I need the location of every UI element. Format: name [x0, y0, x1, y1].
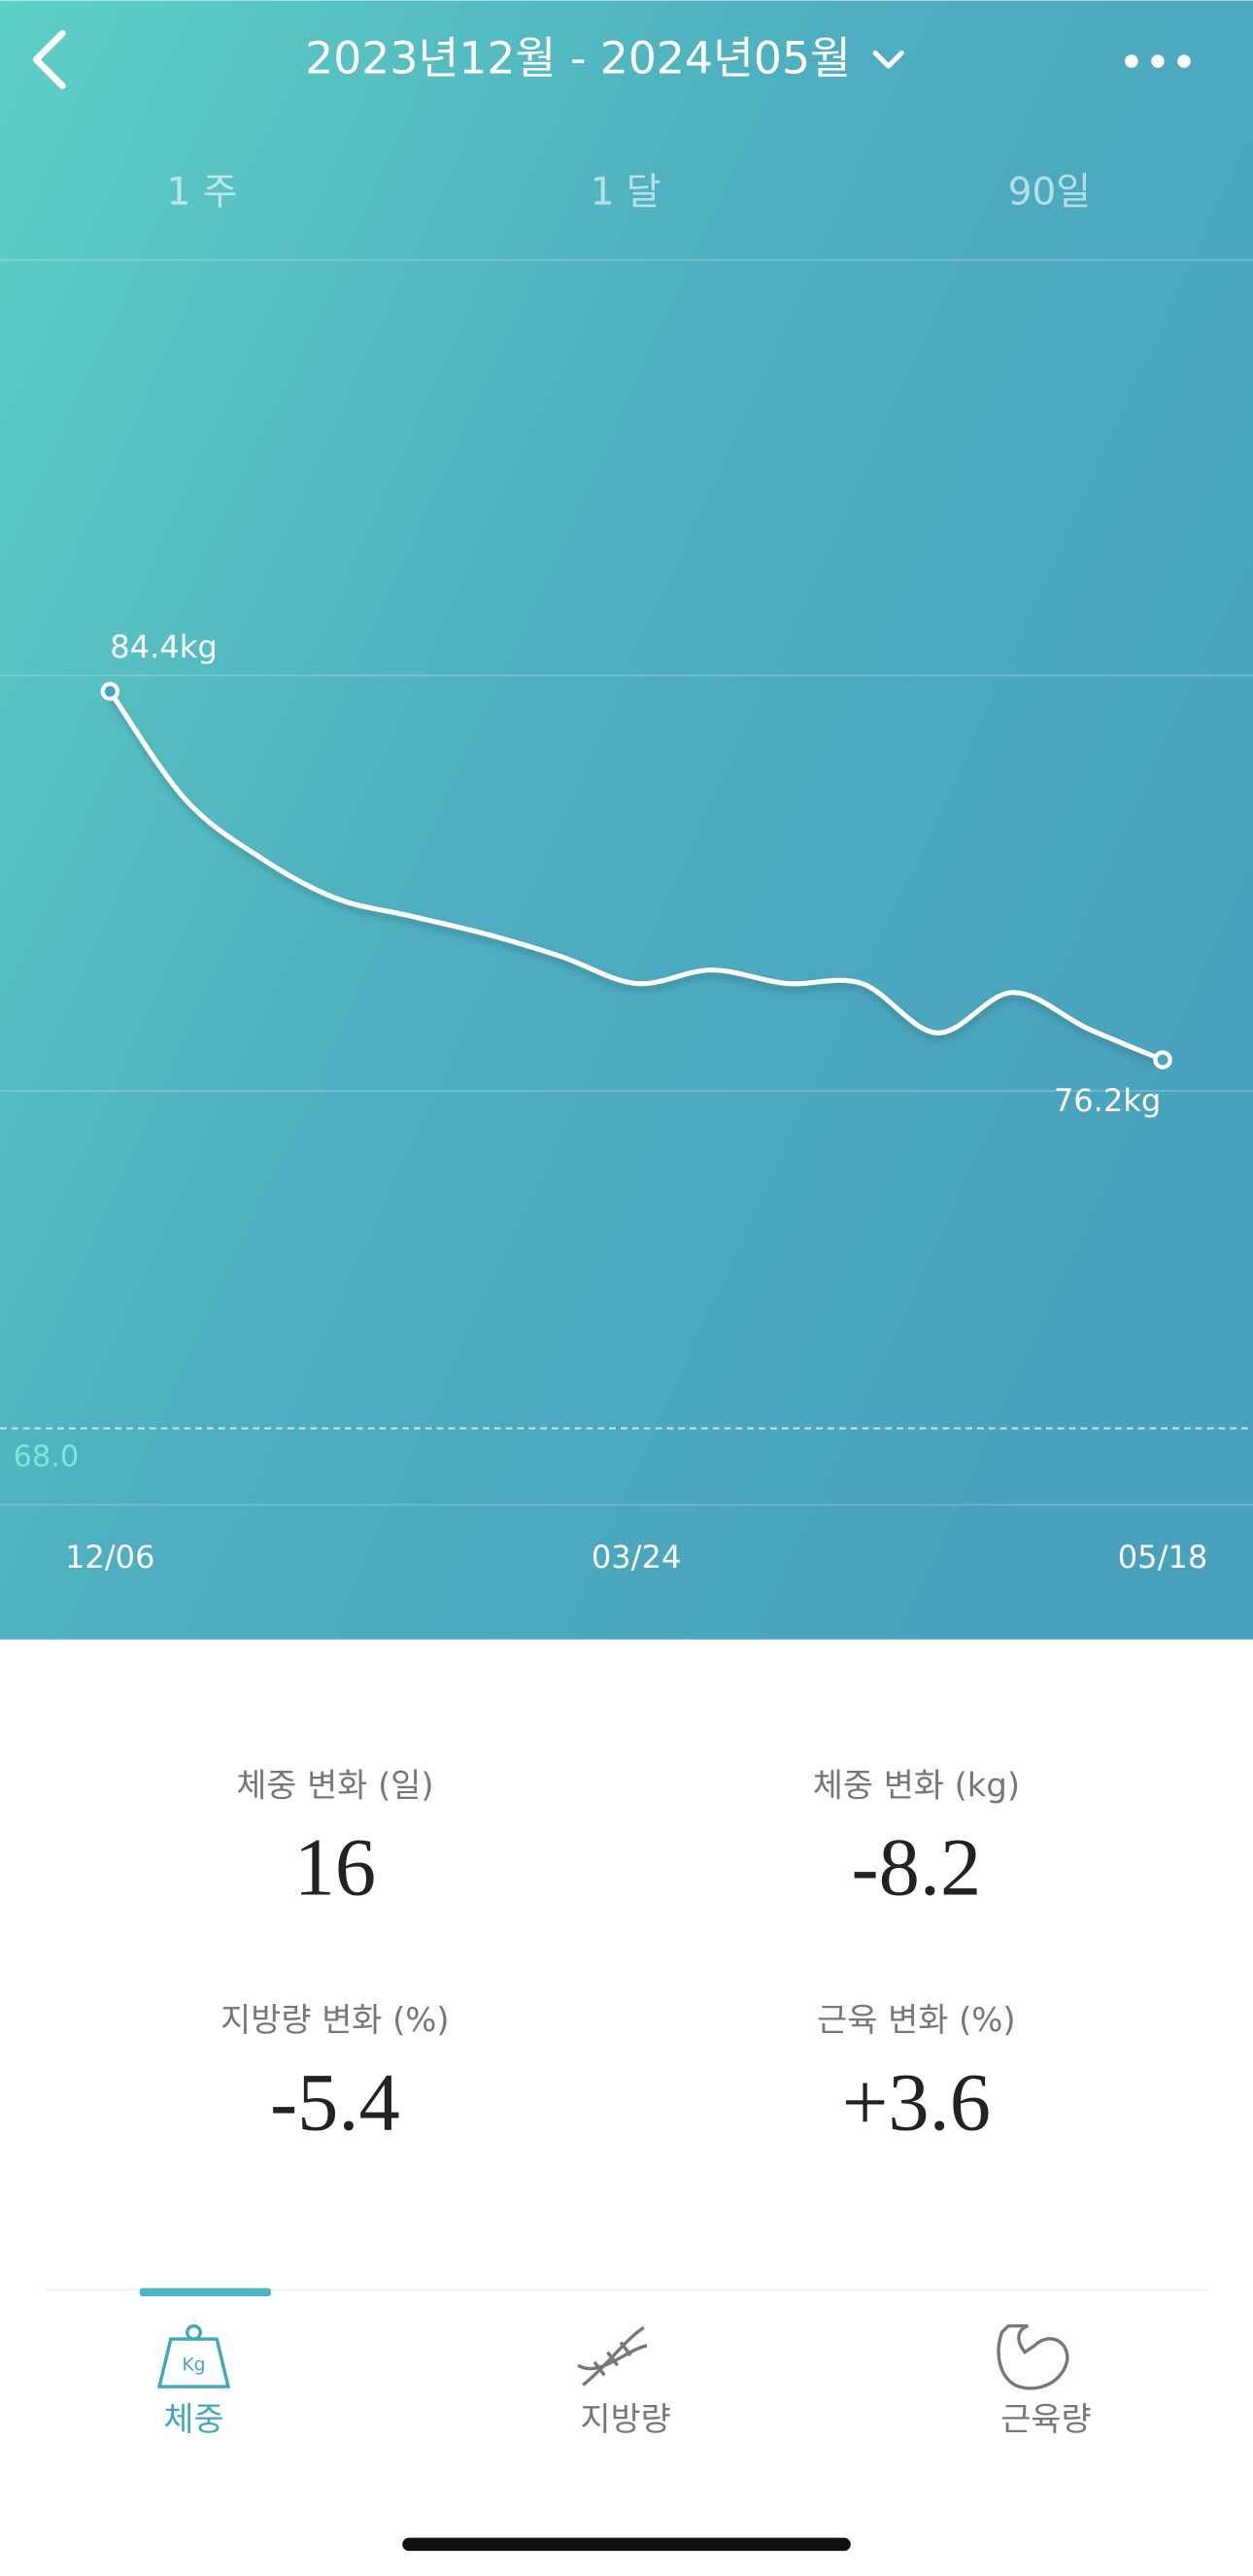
- stat-label: 지방량 변화 (%): [220, 2001, 449, 2039]
- stat-value: -5.4: [270, 2057, 400, 2148]
- home-indicator: [402, 2537, 851, 2552]
- range-tab[interactable]: 1 주: [167, 170, 238, 214]
- back-button[interactable]: [32, 29, 66, 89]
- stat-value: +3.6: [842, 2057, 991, 2148]
- stat-value: -8.2: [852, 1823, 982, 1914]
- chart-frame: [0, 258, 1253, 1507]
- header-background: [0, 0, 1253, 1640]
- x-tick-label: 05/18: [1118, 1539, 1208, 1576]
- range-tab[interactable]: 90일: [1008, 170, 1091, 214]
- stat-label: 체중 변화 (kg): [813, 1766, 1020, 1804]
- weight-line: [108, 690, 1164, 1063]
- value-label: 84.4kg: [110, 628, 217, 665]
- tab-indicator: [139, 2288, 271, 2297]
- point: [1153, 1050, 1172, 1069]
- date-range-title[interactable]: 2023년12월 - 2024년05월: [305, 33, 851, 85]
- stat-value: 16: [294, 1823, 377, 1914]
- point: [100, 682, 119, 701]
- bottom-tab[interactable]: 지방량: [581, 2400, 671, 2438]
- value-label: 76.2kg: [1054, 1082, 1161, 1119]
- x-tick-label: 03/24: [592, 1539, 682, 1576]
- stat-label: 체중 변화 (일): [236, 1766, 433, 1804]
- stat-label: 근육 변화 (%): [817, 2001, 1015, 2039]
- muscle-icon[interactable]: [997, 2323, 1069, 2390]
- bottom-tab[interactable]: 근육량: [1000, 2400, 1091, 2438]
- x-tick-label: 12/06: [65, 1539, 155, 1576]
- bottom-tab[interactable]: 체중: [163, 2400, 223, 2438]
- fat-icon[interactable]: [577, 2325, 648, 2387]
- goal-label: 68.0: [14, 1440, 80, 1474]
- weight-icon-label: Kg: [183, 2356, 206, 2376]
- dropdown-icon[interactable]: [872, 51, 904, 69]
- more-button[interactable]: [1125, 54, 1191, 68]
- weight-icon[interactable]: [156, 2323, 231, 2389]
- range-tab[interactable]: 1 달: [591, 170, 661, 214]
